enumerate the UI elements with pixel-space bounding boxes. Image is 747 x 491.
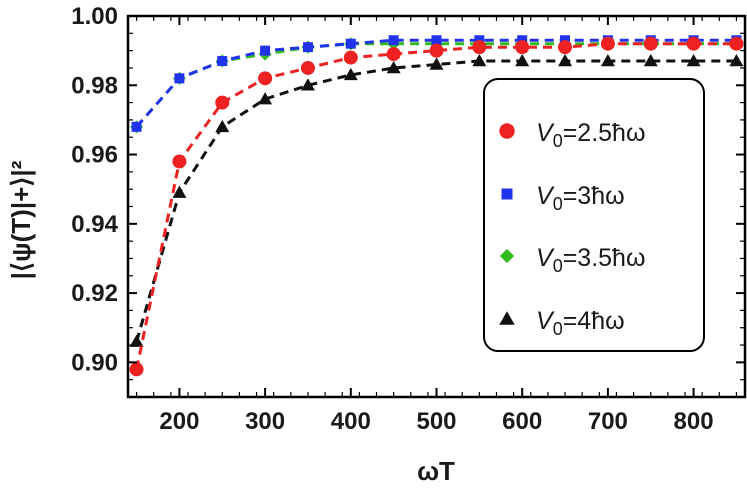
data-point — [600, 36, 615, 51]
data-point — [515, 40, 530, 55]
legend-marker — [499, 248, 515, 264]
data-point — [386, 60, 401, 74]
y-tick-label: 0.92 — [71, 280, 118, 307]
legend-marker — [501, 188, 513, 200]
data-point — [258, 92, 273, 105]
x-tick-label: 500 — [416, 408, 456, 435]
y-tick-label: 0.90 — [71, 349, 118, 376]
data-point — [472, 54, 487, 67]
legend-entry-label: V0=2.5ħω — [536, 119, 645, 151]
data-point — [600, 54, 615, 67]
data-point — [129, 362, 144, 377]
data-point — [215, 95, 230, 110]
x-tick-label: 300 — [245, 408, 285, 435]
data-point — [558, 40, 573, 55]
data-point — [174, 73, 185, 84]
x-tick-label: 600 — [502, 408, 542, 435]
axes: 0.90 0.92 0.94 0.96 0.98 1.00 200 300 400 500 600 7… — [71, 3, 747, 435]
data-point — [515, 54, 530, 67]
x-tick-label: 200 — [159, 408, 199, 435]
data-point — [729, 36, 744, 51]
legend-box — [483, 78, 705, 352]
data-point — [300, 78, 315, 91]
plot-area — [129, 35, 744, 377]
data-point — [386, 47, 401, 62]
data-point — [300, 60, 315, 75]
data-point — [217, 56, 228, 67]
data-point — [686, 54, 701, 67]
series-line — [135, 42, 737, 370]
y-tick-label: 0.98 — [71, 72, 118, 99]
series-line — [135, 59, 737, 343]
data-point — [643, 36, 658, 51]
data-point — [643, 54, 658, 67]
data-point — [258, 71, 273, 86]
y-tick-label: 1.00 — [71, 3, 118, 30]
legend-entry-label: V0=3.5ħω — [536, 244, 645, 276]
legend-marker — [499, 123, 515, 139]
y-tick-label: 0.94 — [71, 211, 118, 238]
legend-marker — [499, 311, 515, 325]
data-point — [558, 54, 573, 67]
data-point — [345, 38, 356, 49]
data-point — [260, 45, 271, 56]
x-tick-label: 700 — [588, 408, 628, 435]
data-point — [172, 185, 187, 198]
data-point — [686, 36, 701, 51]
data-point — [343, 50, 358, 65]
legend-entry-label: V0=4ħω — [536, 307, 625, 339]
data-point — [429, 57, 444, 70]
series-line — [135, 38, 737, 128]
x-tick-label: 400 — [331, 408, 371, 435]
data-point — [388, 35, 399, 46]
data-point — [343, 67, 358, 81]
data-point — [215, 119, 230, 133]
data-point — [472, 40, 487, 55]
legend-entry-label: V0=3ħω — [536, 182, 625, 214]
data-point — [302, 42, 313, 53]
data-point — [129, 334, 144, 347]
x-axis-label: ωT — [417, 456, 455, 486]
y-axis-label: |⟨ψ(T)|+⟩|² — [6, 160, 36, 279]
data-point — [172, 154, 187, 169]
data-point — [431, 35, 442, 46]
y-tick-label: 0.96 — [71, 142, 118, 169]
data-point — [131, 121, 142, 132]
data-point — [429, 43, 444, 58]
data-point — [729, 54, 744, 67]
legend: V0=2.5ħω V0=3ħω V0=3.5ħω V0=4ħω — [483, 78, 705, 352]
x-tick-label: 800 — [674, 408, 714, 435]
